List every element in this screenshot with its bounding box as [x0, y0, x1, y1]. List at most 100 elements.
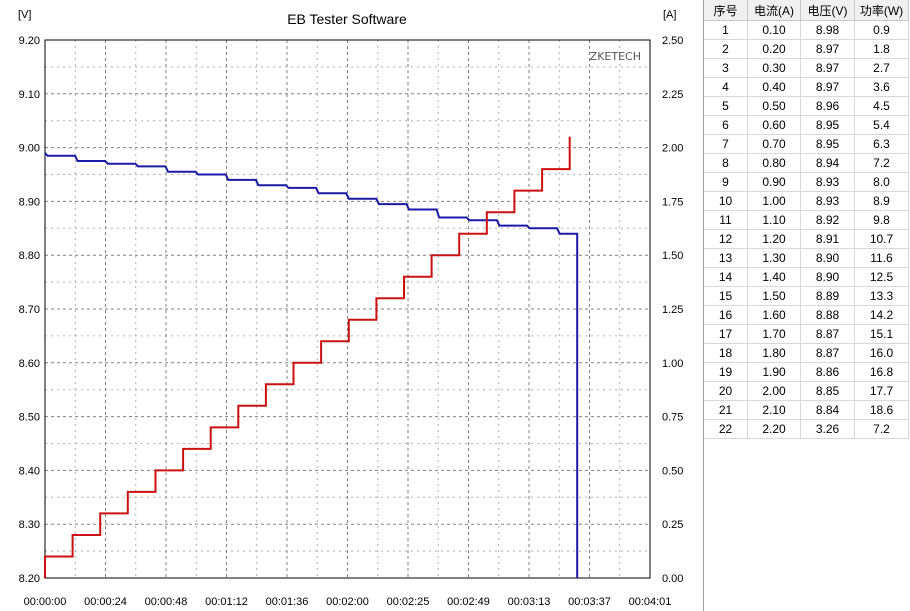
table-empty-cell [801, 475, 855, 493]
table-cell: 8.92 [800, 210, 855, 230]
y-right-tick-label: 2.00 [662, 143, 683, 155]
table-cell: 1.40 [747, 267, 802, 287]
table-empty-cell [704, 511, 747, 529]
table-empty-cell [704, 565, 747, 583]
table-cell: 3.26 [800, 419, 855, 439]
table-cell: 1.50 [747, 286, 802, 306]
table-cell: 8.89 [800, 286, 855, 306]
table-row[interactable]: 13 1.30 8.90 11.6 [704, 248, 910, 268]
y-right-tick-label: 2.25 [662, 89, 683, 101]
table-row[interactable]: 3 0.30 8.97 2.7 [704, 58, 910, 78]
table-row[interactable]: 14 1.40 8.90 12.5 [704, 267, 910, 287]
table-empty-cell [704, 457, 747, 475]
chart-area: 9.20 2.50 9.10 2.25 9.00 2.00 8.90 1.75 8.80 1.50… [18, 9, 684, 608]
table-cell: 0.20 [747, 39, 802, 59]
y-left-tick-label: 8.20 [19, 573, 40, 585]
table-cell: 0.50 [747, 96, 802, 116]
table-row[interactable]: 19 1.90 8.86 16.8 [704, 362, 910, 382]
table-cell: 8.94 [800, 153, 855, 173]
table-empty-cell [801, 511, 855, 529]
table-cell: 1.10 [747, 210, 802, 230]
table-cell: 8.87 [800, 343, 855, 363]
table-row[interactable]: 6 0.60 8.95 5.4 [704, 115, 910, 135]
table-row[interactable]: 12 1.20 8.91 10.7 [704, 229, 910, 249]
x-tick-label: 00:03:13 [508, 596, 551, 608]
table-row[interactable]: 17 1.70 8.87 15.1 [704, 324, 910, 344]
y-right-tick-label: 1.75 [662, 196, 683, 208]
left-axis-unit: [V] [18, 9, 31, 21]
table-row[interactable]: 8 0.80 8.94 7.2 [704, 153, 910, 173]
x-tick-label: 00:02:25 [387, 596, 430, 608]
table-row[interactable]: 11 1.10 8.92 9.8 [704, 210, 910, 230]
table-row[interactable]: 5 0.50 8.96 4.5 [704, 96, 910, 116]
x-tick-label: 00:03:37 [568, 596, 611, 608]
table-row[interactable]: 1 0.10 8.98 0.9 [704, 20, 910, 40]
table-cell: 0.9 [854, 20, 910, 40]
table-cell: 13.3 [854, 286, 910, 306]
col-header-power[interactable]: 功率(W) [854, 0, 910, 21]
x-tick-label: 00:01:12 [205, 596, 248, 608]
y-right-tick-label: 1.25 [662, 304, 683, 316]
y-left-tick-label: 8.70 [19, 304, 40, 316]
table-cell: 8.93 [800, 172, 855, 192]
col-header-current[interactable]: 电流(A) [747, 0, 802, 21]
y-right-tick-label: 0.75 [662, 412, 683, 424]
y-left-tick-label: 9.10 [19, 89, 40, 101]
table-cell: 8.95 [800, 115, 855, 135]
right-axis-unit: [A] [663, 9, 676, 21]
data-table: 序号 电流(A) 电压(V) 功率(W) 1 0.10 8.98 0.9 2 0.20 8.… [704, 0, 910, 583]
table-empty-row [704, 565, 909, 583]
table-cell: 7.2 [854, 419, 910, 439]
table-cell: 1.30 [747, 248, 802, 268]
col-header-index[interactable]: 序号 [704, 0, 748, 21]
table-cell: 2.00 [747, 381, 802, 401]
table-empty-cell [854, 565, 908, 583]
table-cell: 4.5 [854, 96, 910, 116]
table-cell: 9.8 [854, 210, 910, 230]
table-empty-cell [747, 475, 800, 493]
y-right-tick-label: 1.50 [662, 250, 683, 262]
table-empty-cell [854, 475, 908, 493]
labels-layer: 9.20 2.50 9.10 2.25 9.00 2.00 8.90 1.75 8.80 1.50… [19, 35, 684, 608]
table-row[interactable]: 21 2.10 8.84 18.6 [704, 400, 910, 420]
table-cell: 8.9 [854, 191, 910, 211]
table-row[interactable]: 18 1.80 8.87 16.0 [704, 343, 910, 363]
table-row[interactable]: 16 1.60 8.88 14.2 [704, 305, 910, 325]
table-row[interactable]: 9 0.90 8.93 8.0 [704, 172, 910, 192]
table-cell: 18.6 [854, 400, 910, 420]
table-cell: 1.90 [747, 362, 802, 382]
table-cell: 8.97 [800, 77, 855, 97]
table-cell: 7 [704, 134, 748, 154]
current-series-line [44, 136, 571, 578]
table-row[interactable]: 15 1.50 8.89 13.3 [704, 286, 910, 306]
y-right-tick-label: 2.50 [662, 35, 683, 47]
table-row[interactable]: 10 1.00 8.93 8.9 [704, 191, 910, 211]
table-cell: 0.40 [747, 77, 802, 97]
table-cell: 8.86 [800, 362, 855, 382]
table-row[interactable]: 20 2.00 8.85 17.7 [704, 381, 910, 401]
table-cell: 8.90 [800, 267, 855, 287]
table-empty-row [704, 493, 909, 511]
table-row[interactable]: 4 0.40 8.97 3.6 [704, 77, 910, 97]
table-cell: 8.90 [800, 248, 855, 268]
table-empty-row [704, 511, 909, 529]
table-row[interactable]: 22 2.20 3.26 7.2 [704, 419, 910, 439]
table-cell: 3.6 [854, 77, 910, 97]
table-empty-cell [854, 529, 908, 547]
table-row[interactable]: 2 0.20 8.97 1.8 [704, 39, 910, 59]
table-cell: 19 [704, 362, 748, 382]
table-cell: 1 [704, 20, 748, 40]
table-cell: 3 [704, 58, 748, 78]
x-tick-label: 00:02:00 [326, 596, 369, 608]
table-cell: 8 [704, 153, 748, 173]
y-left-tick-label: 8.40 [19, 465, 40, 477]
col-header-voltage[interactable]: 电压(V) [800, 0, 855, 21]
zketech-watermark: ZKETECH [590, 50, 641, 63]
table-row[interactable]: 7 0.70 8.95 6.3 [704, 134, 910, 154]
table-empty-cell [854, 457, 908, 475]
y-left-tick-label: 9.00 [19, 143, 40, 155]
table-empty-cell [704, 439, 747, 458]
table-empty-cell [854, 547, 908, 565]
grid-layer [45, 40, 650, 578]
table-cell: 16.8 [854, 362, 910, 382]
